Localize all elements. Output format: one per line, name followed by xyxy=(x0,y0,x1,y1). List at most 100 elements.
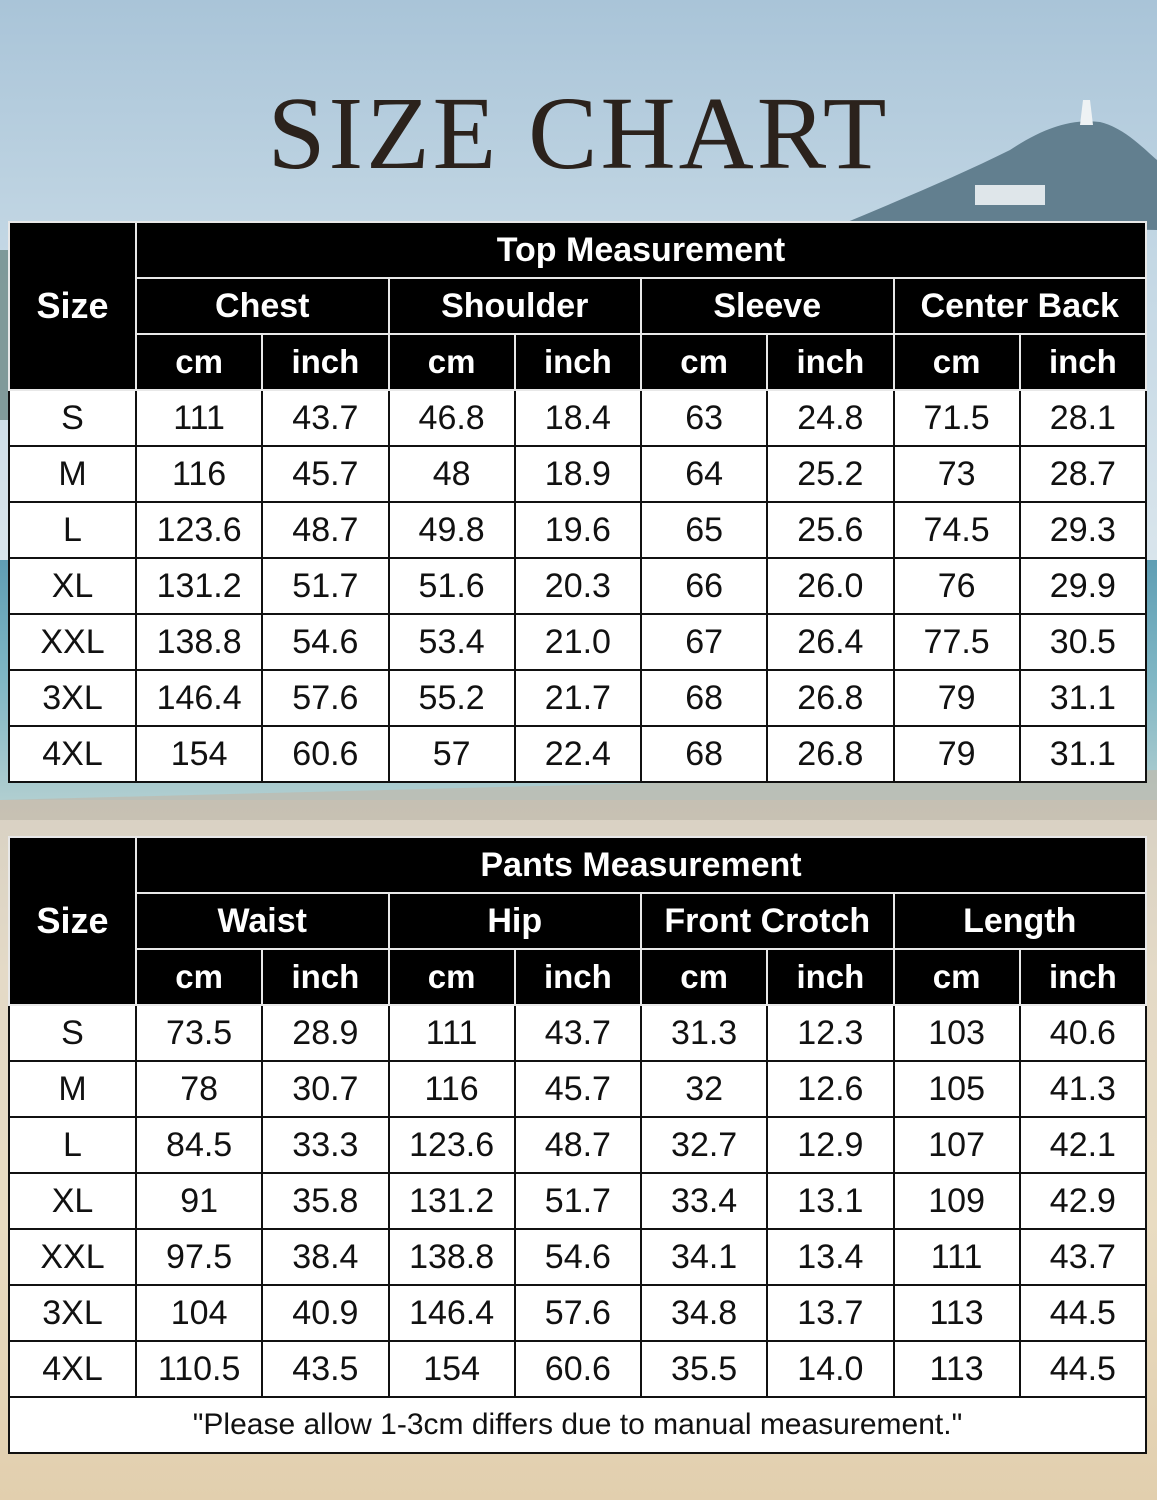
unit-header: inch xyxy=(513,948,643,1006)
table-cell: 111 xyxy=(134,389,264,447)
table-cell: 34.8 xyxy=(639,1284,769,1342)
table-cell: 22.4 xyxy=(513,725,643,783)
pants-measurement-table: Size Pants Measurement Waist Hip Front C… xyxy=(8,836,1148,1454)
table-cell: 44.5 xyxy=(1018,1340,1148,1398)
table-cell: 131.2 xyxy=(134,557,264,615)
table-cell: 78 xyxy=(134,1060,264,1118)
table-row: L 84.5 33.3 123.6 48.7 32.7 12.9 107 42.1 xyxy=(8,1116,1148,1174)
table-cell: 123.6 xyxy=(134,501,264,559)
size-cell: 4XL xyxy=(8,1340,137,1398)
table-cell: 42.9 xyxy=(1018,1172,1148,1230)
table-cell: 51.7 xyxy=(261,557,390,615)
group-header: Chest xyxy=(135,277,390,335)
table-cell: 40.9 xyxy=(261,1284,390,1342)
table-cell: 110.5 xyxy=(134,1340,264,1398)
size-cell: XXL xyxy=(8,1228,137,1286)
table-cell: 104 xyxy=(134,1284,264,1342)
table-cell: 30.5 xyxy=(1018,613,1148,671)
unit-header: inch xyxy=(766,948,895,1006)
table-cell: 12.9 xyxy=(766,1116,895,1174)
unit-header: cm xyxy=(387,333,516,391)
table-cell: 55.2 xyxy=(387,669,516,727)
unit-header: cm xyxy=(639,948,769,1006)
table-cell: 113 xyxy=(892,1340,1021,1398)
table-cell: 54.6 xyxy=(261,613,390,671)
table-cell: 79 xyxy=(892,725,1021,783)
table-cell: 35.5 xyxy=(639,1340,769,1398)
table-cell: 38.4 xyxy=(261,1228,390,1286)
size-cell: XL xyxy=(8,1172,137,1230)
table-cell: 109 xyxy=(892,1172,1021,1230)
table-row: 4XL 154 60.6 57 22.4 68 26.8 79 31.1 xyxy=(8,725,1148,783)
size-cell: 3XL xyxy=(8,669,137,727)
table-cell: 103 xyxy=(892,1004,1021,1062)
table-cell: 53.4 xyxy=(387,613,516,671)
table-cell: 116 xyxy=(134,445,264,503)
table-cell: 67 xyxy=(639,613,769,671)
table-cell: 107 xyxy=(892,1116,1021,1174)
table-row: M 78 30.7 116 45.7 32 12.6 105 41.3 xyxy=(8,1060,1148,1118)
table-cell: 57.6 xyxy=(513,1284,643,1342)
table-cell: 29.3 xyxy=(1018,501,1148,559)
table-cell: 20.3 xyxy=(513,557,643,615)
table-cell: 25.6 xyxy=(766,501,895,559)
table-cell: 34.1 xyxy=(639,1228,769,1286)
table-cell: 138.8 xyxy=(387,1228,516,1286)
table-cell: 76 xyxy=(892,557,1021,615)
table-cell: 31.1 xyxy=(1018,725,1148,783)
table-cell: 97.5 xyxy=(134,1228,264,1286)
table-cell: 91 xyxy=(134,1172,264,1230)
table-cell: 44.5 xyxy=(1018,1284,1148,1342)
table-cell: 45.7 xyxy=(513,1060,643,1118)
size-column-header: Size xyxy=(8,836,137,1006)
table-cell: 48.7 xyxy=(513,1116,643,1174)
table-cell: 29.9 xyxy=(1018,557,1148,615)
table-cell: 154 xyxy=(134,725,264,783)
size-cell: M xyxy=(8,445,137,503)
table-cell: 71.5 xyxy=(892,389,1021,447)
table-cell: 18.4 xyxy=(513,389,643,447)
table-cell: 13.1 xyxy=(766,1172,895,1230)
table-caption: Top Measurement xyxy=(135,221,1147,279)
group-header: Center Back xyxy=(892,277,1147,335)
table-cell: 31.3 xyxy=(639,1004,769,1062)
table-cell: 26.4 xyxy=(766,613,895,671)
page-title: SIZE CHART xyxy=(267,76,890,191)
size-cell: M xyxy=(8,1060,137,1118)
table-cell: 123.6 xyxy=(387,1116,516,1174)
table-cell: 43.7 xyxy=(513,1004,643,1062)
table-cell: 33.4 xyxy=(639,1172,769,1230)
size-cell: S xyxy=(8,1004,137,1062)
table-cell: 57.6 xyxy=(261,669,390,727)
table-cell: 51.7 xyxy=(513,1172,643,1230)
table-cell: 26.8 xyxy=(766,669,895,727)
table-cell: 146.4 xyxy=(134,669,264,727)
unit-header: inch xyxy=(766,333,895,391)
table-cell: 48 xyxy=(387,445,516,503)
table-cell: 60.6 xyxy=(261,725,390,783)
table-cell: 41.3 xyxy=(1018,1060,1148,1118)
table-row: S 73.5 28.9 111 43.7 31.3 12.3 103 40.6 xyxy=(8,1004,1148,1062)
table-cell: 77.5 xyxy=(892,613,1021,671)
table-cell: 43.5 xyxy=(261,1340,390,1398)
unit-header: inch xyxy=(261,948,390,1006)
table-cell: 113 xyxy=(892,1284,1021,1342)
table-cell: 12.6 xyxy=(766,1060,895,1118)
table-cell: 63 xyxy=(639,389,769,447)
size-column-header: Size xyxy=(8,221,137,391)
unit-header: inch xyxy=(1018,948,1148,1006)
table-cell: 73 xyxy=(892,445,1021,503)
table-cell: 64 xyxy=(639,445,769,503)
table-cell: 74.5 xyxy=(892,501,1021,559)
top-measurement-table: Size Top Measurement Chest Shoulder Slee… xyxy=(8,221,1148,783)
unit-header: inch xyxy=(513,333,643,391)
table-cell: 146.4 xyxy=(387,1284,516,1342)
group-header: Length xyxy=(892,892,1147,950)
table-row: M 116 45.7 48 18.9 64 25.2 73 28.7 xyxy=(8,445,1148,503)
unit-header: inch xyxy=(1018,333,1148,391)
table-cell: 60.6 xyxy=(513,1340,643,1398)
table-cell: 131.2 xyxy=(387,1172,516,1230)
table-cell: 35.8 xyxy=(261,1172,390,1230)
table-cell: 65 xyxy=(639,501,769,559)
table-cell: 154 xyxy=(387,1340,516,1398)
